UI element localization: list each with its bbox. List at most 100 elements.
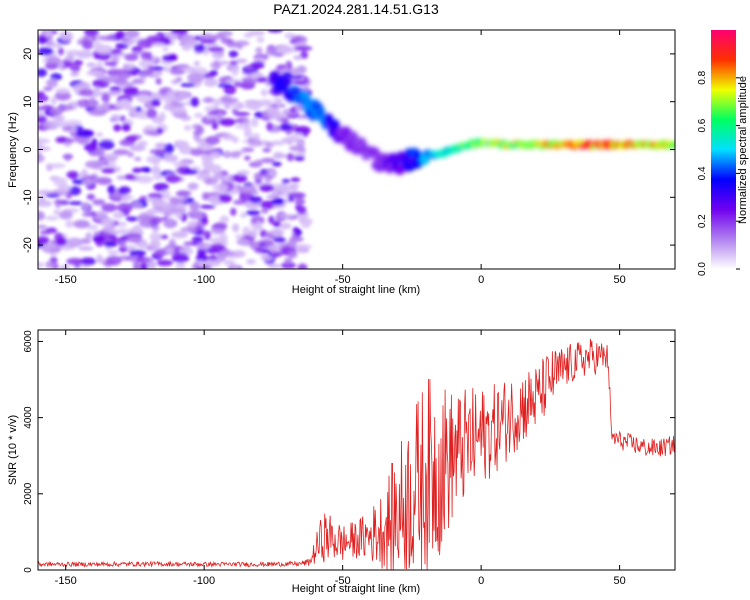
ridge-point [394, 165, 405, 176]
noise-blob [238, 184, 257, 194]
noise-blob [232, 249, 246, 258]
noise-blob [232, 173, 248, 183]
noise-blob [104, 241, 118, 248]
noise-blob [92, 198, 106, 206]
noise-blob [137, 39, 154, 49]
noise-blob [129, 249, 147, 257]
noise-blob [292, 227, 300, 233]
noise-blob [38, 262, 44, 268]
noise-blob [158, 36, 171, 43]
noise-blob [130, 201, 143, 209]
noise-blob [64, 138, 76, 144]
noise-blob [82, 39, 93, 49]
noise-blob [242, 226, 251, 236]
noise-blob [229, 151, 241, 159]
noise-blob [45, 193, 61, 198]
noise-blob [54, 91, 72, 101]
chart-title: PAZ1.2024.281.14.51.G13 [273, 1, 439, 17]
noise-blob [297, 263, 308, 269]
noise-blob [243, 132, 254, 138]
y-tick-label: 0 [23, 567, 34, 573]
noise-blob [189, 201, 200, 211]
x-tick-label: 50 [613, 274, 625, 286]
noise-blob [195, 125, 204, 135]
noise-blob [95, 147, 105, 158]
noise-blob [149, 239, 161, 250]
noise-blob [175, 77, 183, 82]
noise-blob [240, 212, 248, 218]
noise-blob [68, 186, 82, 196]
noise-blob [38, 236, 50, 245]
noise-blob [131, 46, 143, 53]
noise-blob [180, 115, 192, 121]
noise-blob [278, 123, 293, 131]
noise-blob [138, 59, 152, 68]
noise-blob [38, 36, 48, 45]
y-tick-label: 2000 [23, 482, 34, 505]
noise-blob [272, 220, 281, 228]
noise-blob [159, 95, 169, 101]
noise-blob [38, 146, 51, 151]
noise-blob [58, 184, 72, 192]
noise-blob [85, 232, 93, 239]
ridge-point [668, 141, 675, 149]
noise-blob [212, 184, 229, 192]
noise-blob [50, 96, 58, 105]
noise-blob [99, 103, 109, 110]
noise-blob [155, 77, 162, 85]
noise-blob [132, 224, 142, 235]
noise-blob [234, 234, 244, 239]
noise-blob [201, 217, 209, 226]
noise-blob [86, 62, 96, 68]
noise-blob [207, 259, 221, 267]
noise-blob [57, 47, 65, 56]
y-tick-label: -10 [22, 189, 34, 205]
noise-blob [81, 202, 90, 210]
noise-blob [140, 51, 149, 60]
noise-blob [148, 208, 160, 214]
noise-blob [211, 33, 226, 40]
noise-blob [180, 227, 196, 233]
noise-blob [64, 153, 71, 162]
noise-blob [250, 215, 265, 225]
spectrogram-marks [38, 30, 675, 269]
noise-blob [105, 255, 122, 266]
noise-blob [231, 67, 239, 76]
noise-blob [53, 177, 68, 187]
noise-blob [272, 153, 290, 158]
noise-blob [195, 254, 209, 262]
snr-frame [37, 329, 676, 571]
noise-blob [255, 221, 262, 230]
noise-blob [296, 138, 305, 148]
noise-blob [152, 175, 164, 180]
noise-blob [102, 75, 120, 84]
x-tick-label: -100 [193, 575, 215, 587]
noise-blob [203, 177, 219, 185]
noise-blob [230, 207, 237, 217]
x-tick-label: -100 [193, 274, 215, 286]
noise-blob [210, 151, 222, 159]
noise-blob [66, 170, 80, 179]
noise-blob [170, 30, 189, 35]
noise-blob [183, 125, 192, 131]
noise-blob [267, 113, 283, 120]
noise-blob [120, 196, 130, 202]
noise-blob [147, 64, 155, 75]
snr-plot-area [38, 330, 675, 570]
noise-blob [217, 83, 233, 88]
noise-blob [248, 229, 258, 238]
noise-blob [55, 237, 68, 247]
noise-blob [116, 202, 133, 213]
noise-blob [155, 142, 168, 149]
noise-blob [234, 124, 251, 129]
noise-blob [38, 94, 49, 102]
noise-blob [125, 135, 138, 142]
noise-blob [288, 239, 297, 248]
noise-blob [96, 254, 103, 264]
noise-blob [141, 167, 152, 173]
noise-blob [204, 77, 218, 88]
noise-blob [101, 217, 116, 227]
